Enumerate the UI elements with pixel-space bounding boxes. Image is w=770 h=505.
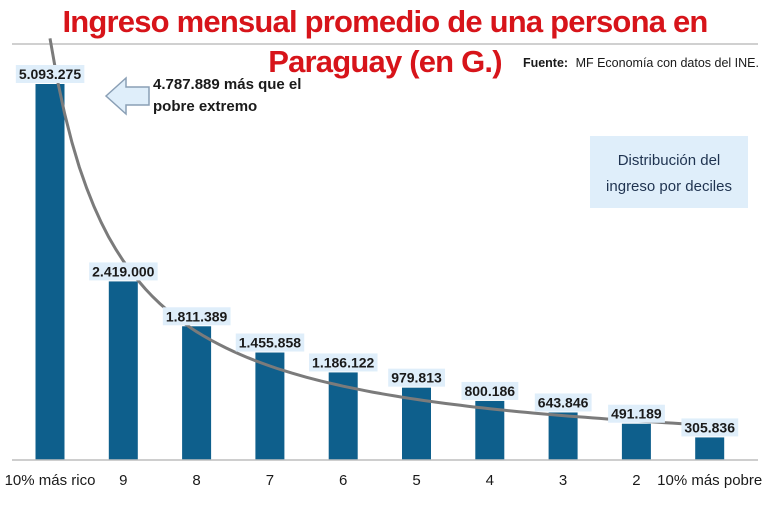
annotation-line-2: pobre extremo bbox=[153, 98, 257, 115]
bar bbox=[548, 412, 578, 460]
value-label-background bbox=[681, 418, 739, 437]
value-label-background bbox=[15, 65, 85, 83]
value-label: 1.455.858 bbox=[235, 333, 305, 352]
x-tick-label: 6 bbox=[339, 472, 347, 489]
info-box-line-2: ingreso por deciles bbox=[606, 178, 732, 195]
value-label-text: 1.811.389 bbox=[166, 308, 228, 324]
value-label-background bbox=[461, 381, 519, 400]
bar bbox=[182, 326, 212, 460]
value-label-background bbox=[162, 307, 231, 326]
source-label: Fuente: bbox=[523, 56, 568, 70]
value-label: 2.419.000 bbox=[89, 262, 158, 281]
value-label-background bbox=[89, 262, 158, 281]
value-label-text: 800.186 bbox=[464, 383, 515, 399]
bar bbox=[35, 84, 65, 460]
x-tick-label: 4 bbox=[486, 472, 494, 489]
trend-line bbox=[48, 38, 710, 427]
value-label-background bbox=[235, 333, 305, 352]
x-tick-label: 8 bbox=[192, 472, 200, 489]
bar bbox=[621, 423, 651, 460]
x-tick-label: 2 bbox=[632, 472, 640, 489]
x-tick-label: 10% más rico bbox=[5, 472, 96, 489]
value-label: 5.093.275 bbox=[15, 65, 85, 83]
value-label: 800.186 bbox=[461, 381, 519, 400]
title-divider bbox=[12, 43, 758, 45]
value-label-text: 979.813 bbox=[391, 370, 442, 386]
value-labels-layer: 5.093.275 2.419.000 1.811.389 1.455.858 1.18… bbox=[15, 65, 739, 437]
value-label: 979.813 bbox=[388, 368, 446, 387]
tick-labels-layer: 10% más rico 9 8 7 6 5 4 3 2 10% más pobre bbox=[5, 472, 763, 489]
bar bbox=[108, 281, 138, 460]
info-box-line-1: Distribución del bbox=[618, 152, 721, 169]
value-label-background bbox=[388, 368, 446, 387]
value-label-text: 1.455.858 bbox=[239, 335, 301, 351]
source-note: Fuente: MF Economía con datos del INE. bbox=[523, 56, 759, 70]
value-label-text: 2.419.000 bbox=[92, 263, 154, 279]
info-box-background bbox=[590, 136, 748, 208]
chart-title: Ingreso mensual promedio de una persona … bbox=[62, 4, 708, 79]
x-tick-label: 5 bbox=[412, 472, 420, 489]
value-label-text: 491.189 bbox=[611, 406, 662, 422]
value-label-background bbox=[309, 353, 378, 372]
bar bbox=[695, 437, 725, 460]
value-label-text: 643.846 bbox=[538, 394, 589, 410]
x-tick-label: 3 bbox=[559, 472, 567, 489]
value-label: 1.186.122 bbox=[309, 353, 378, 372]
left-arrow-icon bbox=[104, 76, 150, 116]
annotation: 4.787.889 más que el pobre extremo bbox=[104, 76, 301, 116]
value-label-background bbox=[534, 393, 592, 412]
value-label: 643.846 bbox=[534, 393, 592, 412]
value-label: 305.836 bbox=[681, 418, 739, 437]
value-label: 1.811.389 bbox=[162, 307, 231, 326]
value-label-text: 305.836 bbox=[684, 419, 735, 435]
value-label: 491.189 bbox=[608, 404, 665, 423]
x-tick-label: 10% más pobre bbox=[657, 472, 762, 489]
annotation-line-1: 4.787.889 más que el bbox=[153, 76, 301, 93]
x-tick-label: 9 bbox=[119, 472, 127, 489]
value-label-text: 1.186.122 bbox=[312, 354, 374, 370]
value-label-text: 5.093.275 bbox=[19, 66, 81, 82]
info-box: Distribución del ingreso por deciles bbox=[590, 136, 748, 208]
value-label-background bbox=[608, 404, 665, 423]
source-text: MF Economía con datos del INE. bbox=[576, 56, 759, 70]
x-tick-label: 7 bbox=[266, 472, 274, 489]
